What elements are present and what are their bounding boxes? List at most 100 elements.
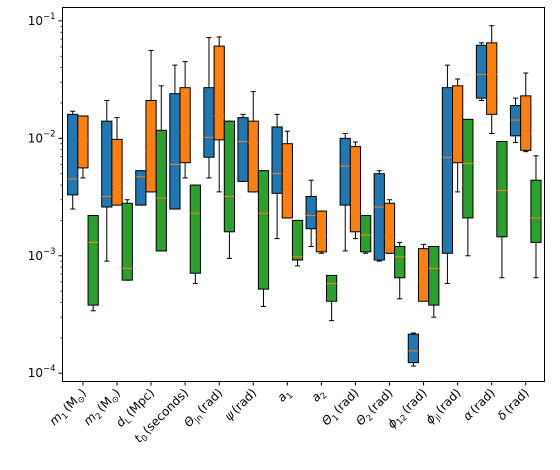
label-subscript: 2 [319,391,330,402]
box-6-series-1 [281,130,293,219]
box-3-series-1 [179,61,191,179]
y-axis-ticks: 10−410−310−210−1 [28,12,63,380]
iqr-box [291,219,304,261]
label-unit: (rad) [331,386,362,417]
x-tick-label: α(rad) [460,386,498,424]
box-8-series-0 [339,132,351,252]
label-unit: (rad) [433,386,464,417]
box-5-series-1 [247,91,259,193]
iqr-box [373,173,385,261]
x-tick-label: a2 [309,386,330,407]
box-0-series-2 [87,215,99,312]
label-subscript: 2 [365,413,376,424]
iqr-box [315,210,327,253]
box-9-series-0 [373,170,385,262]
box-8-series-1 [349,141,362,240]
box-11-series-1 [452,78,464,193]
box-4-series-1 [213,36,225,193]
box-2-series-1 [145,49,157,193]
y-tick-exponent: −3 [43,247,56,257]
box-13-series-0 [509,97,522,144]
x-tick-label: m2(M⊙) [81,386,126,431]
iqr-box [179,87,191,164]
iqr-box [496,140,508,238]
x-tick-label: ψ(rad) [222,386,260,424]
iqr-box [520,95,532,151]
box-12-series-2 [496,140,508,279]
label-unit: (rad) [229,386,260,417]
box-7-series-1 [315,210,327,254]
box-12-series-0 [475,42,488,101]
box-10-series-2 [428,245,440,318]
y-tick-base: 10 [28,249,43,263]
box-12-series-1 [486,25,498,134]
iqr-box [394,245,406,279]
box-9-series-1 [383,199,396,254]
iqr-box [530,179,542,243]
label-subscript: jl [433,413,444,424]
y-tick-exponent: −1 [43,12,56,22]
box-2-series-0 [135,170,147,206]
iqr-box [462,118,474,219]
box-11-series-0 [441,64,454,285]
box-11-series-2 [462,118,474,257]
iqr-box [189,184,201,274]
iqr-box [383,202,396,254]
iqr-box [441,87,454,254]
label-unit: (rad) [399,386,430,417]
label-subscript: 1 [331,413,342,424]
y-tick-exponent: −2 [43,129,56,139]
x-axis-ticks: m1(M⊙)m2(M⊙)dL(Mpc)t0(seconds)Θjn(rad)ψ(… [47,381,532,446]
iqr-box [475,44,488,99]
y-tick-exponent: −4 [43,364,56,374]
box-5-series-0 [237,113,249,182]
iqr-box [247,120,259,193]
iqr-box [486,42,498,115]
y-tick-base: 10 [28,131,43,145]
y-tick-label: 10−2 [28,129,56,145]
label-subscript: 2 [94,411,105,422]
y-tick-base: 10 [28,366,43,380]
iqr-box [281,143,293,219]
x-tick-label: a1 [275,386,296,407]
label-unit: (rad) [467,386,498,417]
iqr-box [360,215,372,253]
x-tick-label: m1(M⊙) [47,386,92,431]
iqr-box [509,105,522,137]
label-unit: (rad) [501,386,532,417]
iqr-box [213,45,225,141]
iqr-box [339,137,351,206]
box-5-series-2 [257,170,270,307]
y-tick-label: 10−4 [28,364,56,380]
label-subscript: L [123,416,134,427]
box-1-series-1 [111,117,123,206]
box-9-series-2 [394,241,406,300]
iqr-box [121,202,133,281]
iqr-box [428,245,440,306]
box-1-series-0 [101,99,113,262]
box-3-series-2 [189,184,201,285]
iqr-box [111,138,123,206]
iqr-box [271,126,283,194]
box-2-series-2 [155,85,167,252]
box-7-series-2 [325,274,338,322]
iqr-box [305,195,317,230]
iqr-box [145,99,157,193]
x-tick-label: δ(rad) [495,386,532,423]
iqr-box [155,129,167,252]
iqr-box [257,170,270,290]
iqr-box [223,120,236,233]
y-tick-label: 10−1 [28,12,56,28]
iqr-box [452,85,464,164]
iqr-box [169,93,181,210]
box-4-series-0 [203,37,215,179]
iqr-box [87,215,99,306]
y-tick-label: 10−3 [28,247,56,263]
x-tick-label: ϕjl(rad) [423,386,466,429]
box-10-series-0 [407,332,419,367]
box-0-series-0 [67,110,79,210]
box-4-series-2 [223,120,236,259]
iqr-box [67,113,79,196]
iqr-box [237,117,249,182]
box-7-series-0 [305,179,317,247]
